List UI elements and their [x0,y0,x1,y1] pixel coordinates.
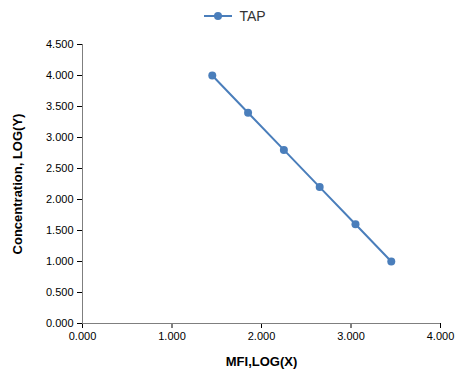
svg-text:MFI,LOG(X): MFI,LOG(X) [226,354,298,369]
svg-text:1.000: 1.000 [158,330,186,342]
svg-text:3.000: 3.000 [337,330,365,342]
svg-text:1.500: 1.500 [46,224,74,236]
svg-text:2.000: 2.000 [46,193,74,205]
svg-text:0.500: 0.500 [46,286,74,298]
svg-text:4.000: 4.000 [46,69,74,81]
html-text:TAP: TAP [239,8,266,24]
svg-text:2.500: 2.500 [46,162,74,174]
svg-text:4.000: 4.000 [427,330,455,342]
svg-text:3.000: 3.000 [46,131,74,143]
svg-text:3.500: 3.500 [46,100,74,112]
svg-text:1.000: 1.000 [46,255,74,267]
svg-text:0.000: 0.000 [69,330,97,342]
svg-text:2.000: 2.000 [248,330,276,342]
svg-text:0.000: 0.000 [46,317,74,329]
svg-text:Concentration, LOG(Y): Concentration, LOG(Y) [10,114,25,255]
svg-text:4.500: 4.500 [46,38,74,50]
